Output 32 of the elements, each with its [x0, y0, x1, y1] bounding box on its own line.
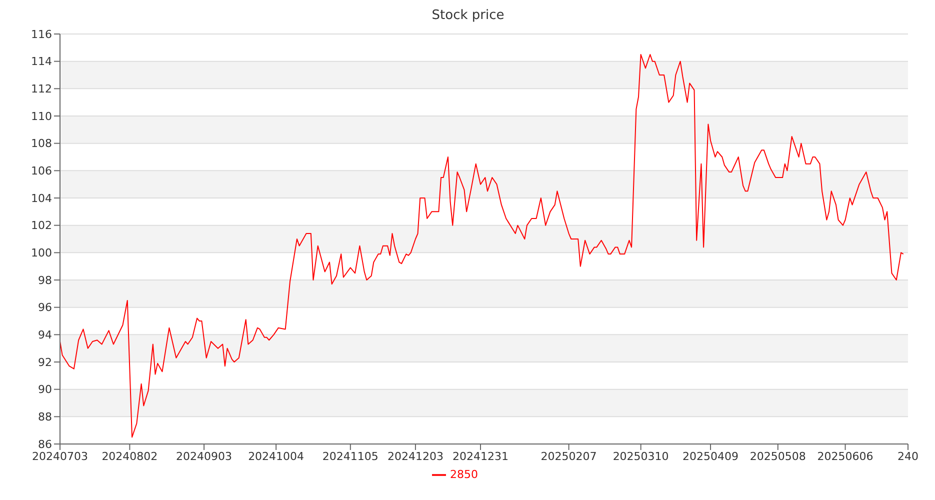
- y-tick-label: 116: [31, 28, 52, 41]
- x-tick-label: 20240802: [102, 450, 158, 463]
- x-tick-label: 20250207: [540, 450, 597, 463]
- line-series: [60, 54, 904, 438]
- y-tick-label: 94: [38, 328, 52, 342]
- x-tick-label: 20250606: [817, 450, 874, 463]
- x-tick-label: 20241231: [452, 450, 509, 463]
- x-tick-label: 20241105: [322, 450, 378, 463]
- x-tick-label: 20241004: [248, 450, 304, 463]
- legend-label: 2850: [450, 468, 478, 482]
- x-tick-label: 20250508: [750, 450, 806, 463]
- x-tick-label: 20250310: [612, 450, 669, 463]
- x-tick-label: 20240703: [32, 450, 88, 463]
- y-tick-label: 114: [31, 55, 52, 68]
- x-tick-label: 20241203: [387, 450, 444, 463]
- y-tick-label: 104: [31, 192, 52, 205]
- y-tick-label: 98: [38, 274, 52, 287]
- x-tick-label: 240: [898, 450, 918, 463]
- y-tick-label: 106: [31, 164, 52, 178]
- y-tick-label: 96: [38, 301, 52, 314]
- y-tick-label: 88: [38, 410, 52, 424]
- chart-title: Stock price: [430, 8, 506, 25]
- y-tick-label: 90: [38, 383, 52, 396]
- y-tick-label: 102: [31, 219, 52, 232]
- y-tick-label: 92: [38, 356, 52, 369]
- y-tick-label: 112: [31, 82, 52, 96]
- y-tick-label: 108: [31, 137, 52, 150]
- x-tick-label: 20250409: [682, 450, 739, 463]
- x-tick-label: 20240903: [176, 450, 232, 463]
- y-tick-label: 110: [31, 110, 52, 123]
- y-tick-label: 86: [38, 438, 52, 451]
- y-tick-label: 100: [31, 246, 52, 260]
